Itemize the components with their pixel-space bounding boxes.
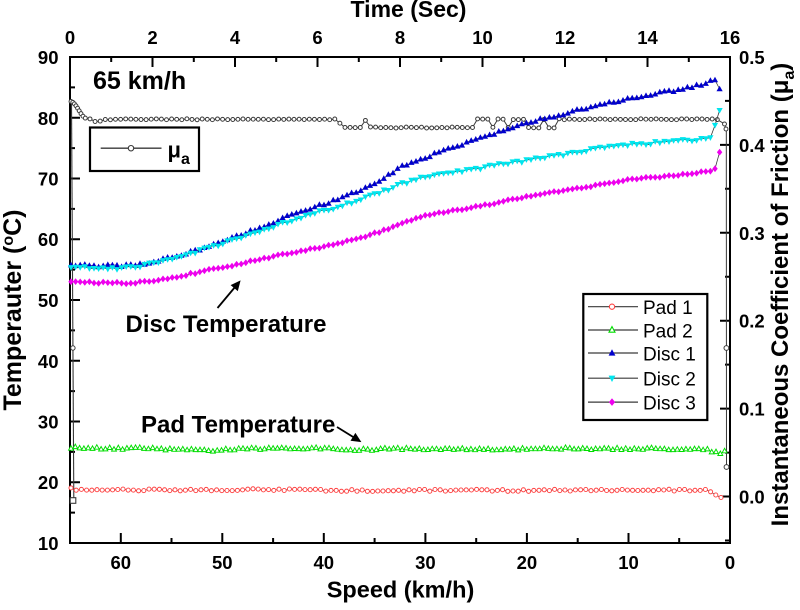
svg-text:Disc Temperature: Disc Temperature (126, 311, 327, 338)
svg-text:30: 30 (38, 412, 59, 433)
svg-text:10: 10 (38, 533, 59, 554)
svg-text:Pad 1: Pad 1 (643, 298, 693, 319)
svg-text:90: 90 (38, 47, 59, 68)
svg-text:4: 4 (230, 27, 241, 48)
svg-text:12: 12 (555, 27, 576, 48)
svg-text:Speed (km/h): Speed (km/h) (327, 577, 475, 603)
svg-text:0.5: 0.5 (739, 47, 765, 68)
svg-text:2: 2 (147, 27, 157, 48)
svg-text:40: 40 (38, 351, 59, 372)
svg-text:Disc 3: Disc 3 (643, 393, 696, 414)
svg-text:70: 70 (38, 169, 59, 190)
svg-text:0.1: 0.1 (739, 399, 765, 420)
svg-text:14: 14 (637, 27, 658, 48)
svg-text:80: 80 (38, 108, 59, 129)
svg-text:20: 20 (38, 472, 59, 493)
svg-text:50: 50 (38, 290, 59, 311)
svg-text:60: 60 (111, 552, 132, 573)
svg-text:50: 50 (212, 552, 233, 573)
svg-text:Disc 1: Disc 1 (643, 344, 696, 365)
svg-text:8: 8 (395, 27, 405, 48)
svg-text:Disc 2: Disc 2 (643, 370, 696, 391)
svg-text:0.2: 0.2 (739, 311, 765, 332)
svg-text:0.0: 0.0 (739, 487, 765, 508)
svg-text:40: 40 (314, 552, 335, 573)
svg-text:Instantaneous Coefficient of F: Instantaneous Coefficient of Friction (μ… (767, 63, 798, 527)
svg-text:0.4: 0.4 (739, 135, 765, 156)
svg-text:16: 16 (720, 27, 741, 48)
svg-text:20: 20 (517, 552, 538, 573)
svg-text:0: 0 (725, 552, 735, 573)
svg-text:0.3: 0.3 (739, 223, 765, 244)
svg-text:Pad Temperature: Pad Temperature (141, 412, 335, 439)
svg-text:10: 10 (472, 27, 493, 48)
svg-text:0: 0 (65, 27, 75, 48)
svg-text:Time (Sec): Time (Sec) (351, 0, 467, 22)
svg-text:6: 6 (312, 27, 322, 48)
svg-text:Pad 2: Pad 2 (643, 321, 693, 342)
svg-text:60: 60 (38, 229, 59, 250)
svg-text:30: 30 (415, 552, 436, 573)
svg-text:65 km/h: 65 km/h (93, 67, 186, 95)
svg-text:10: 10 (618, 552, 639, 573)
